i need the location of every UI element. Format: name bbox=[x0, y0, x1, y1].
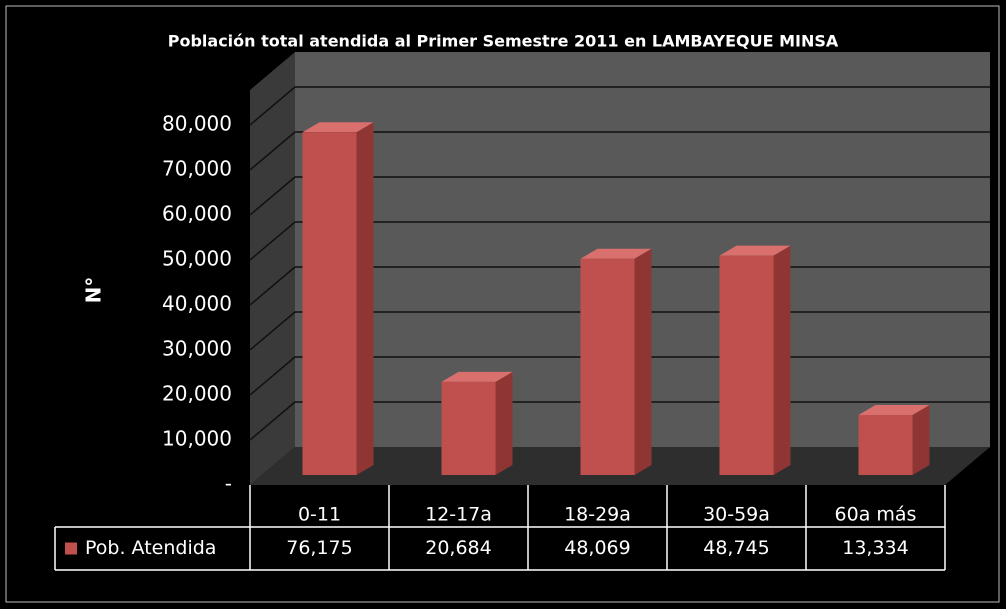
bar-side bbox=[495, 371, 513, 475]
y-tick-label: 40,000 bbox=[162, 292, 232, 316]
y-tick-label: 50,000 bbox=[162, 247, 232, 271]
legend-label: Pob. Atendida bbox=[85, 537, 216, 559]
bar bbox=[858, 414, 913, 475]
bar bbox=[580, 258, 635, 475]
bar-side bbox=[356, 122, 374, 476]
y-tick-label: 30,000 bbox=[162, 337, 232, 361]
bar-side bbox=[912, 404, 930, 475]
bar bbox=[302, 132, 357, 475]
y-tick-label: - bbox=[225, 472, 232, 496]
x-tick-label: 30-59a bbox=[703, 504, 770, 526]
bar bbox=[441, 381, 496, 475]
y-tick-label: 80,000 bbox=[162, 112, 232, 136]
x-tick-label: 60a más bbox=[835, 504, 917, 526]
bar-side bbox=[773, 245, 791, 475]
grid-line bbox=[249, 266, 296, 306]
y-tick-label: 70,000 bbox=[162, 157, 232, 181]
grid-line bbox=[249, 176, 296, 216]
grid-line bbox=[249, 401, 296, 441]
x-tick-label: 18-29a bbox=[564, 504, 631, 526]
bar-top bbox=[302, 122, 374, 133]
bar-side bbox=[634, 248, 652, 475]
grid-line bbox=[249, 311, 296, 351]
legend-swatch bbox=[65, 542, 77, 555]
bar-top bbox=[719, 245, 791, 256]
x-tick-label: 0-11 bbox=[298, 504, 341, 526]
y-tick-label: 20,000 bbox=[162, 382, 232, 406]
data-label: 76,175 bbox=[286, 537, 352, 559]
grid-line bbox=[249, 356, 296, 396]
chart-title: Población total atendida al Primer Semes… bbox=[168, 32, 839, 51]
y-tick-label: 60,000 bbox=[162, 202, 232, 226]
bar bbox=[719, 255, 774, 475]
data-label: 48,069 bbox=[564, 537, 630, 559]
bar-top bbox=[858, 404, 930, 415]
bar-top bbox=[441, 371, 513, 382]
x-tick-label: 12-17a bbox=[425, 504, 492, 526]
grid-line bbox=[249, 221, 296, 261]
y-tick-label: 10,000 bbox=[162, 427, 232, 451]
grid-line bbox=[249, 86, 296, 126]
y-axis-label: N° bbox=[82, 277, 106, 304]
data-label: 20,684 bbox=[425, 537, 491, 559]
data-label: 48,745 bbox=[703, 537, 769, 559]
data-label: 13,334 bbox=[842, 537, 908, 559]
bar-top bbox=[580, 248, 652, 259]
grid-line bbox=[249, 131, 296, 171]
frame bbox=[5, 5, 1000, 603]
